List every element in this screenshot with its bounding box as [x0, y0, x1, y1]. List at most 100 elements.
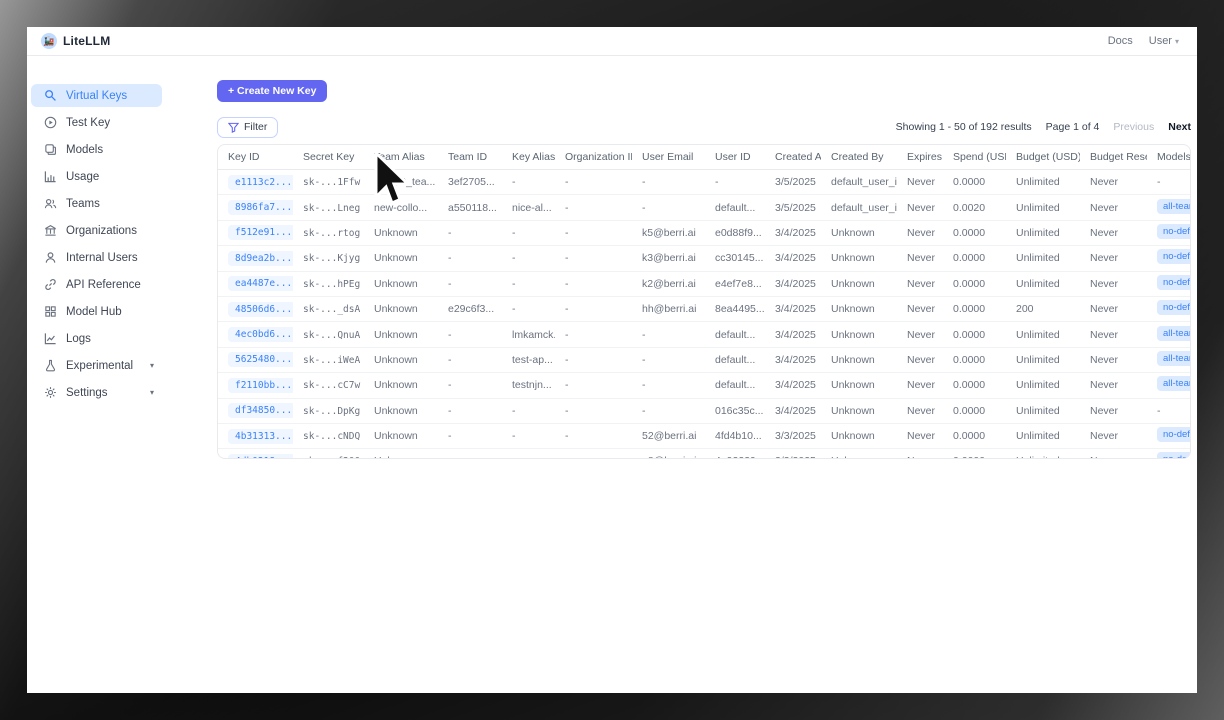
pagination: Showing 1 - 50 of 192 results Page 1 of …: [896, 121, 1191, 133]
cell-user_email: k2@berri.ai: [632, 271, 705, 297]
filter-button[interactable]: Filter: [217, 116, 279, 138]
cell-models: all-team-m: [1147, 194, 1190, 221]
cell-team_id: -: [438, 245, 502, 272]
cell-user_email: -: [632, 347, 705, 374]
pagination-previous-button[interactable]: Previous: [1113, 121, 1155, 133]
column-header-team_id: Team ID: [438, 145, 502, 170]
table-header-row: Key ID Secret Key Team Alias Team ID Key Ali…: [218, 145, 1190, 170]
cell-expires: Never: [897, 448, 943, 458]
table-row[interactable]: f512e91... sk-...rtog Unknown - - - k5@berri.a…: [218, 220, 1190, 247]
key-id-pill[interactable]: e1113c2...: [228, 174, 293, 190]
key-id-pill[interactable]: 8d9ea2b...: [228, 250, 293, 266]
cell-user_email: -: [632, 372, 705, 399]
brand[interactable]: 🚂 LiteLLM: [41, 33, 110, 49]
cell-secret_key: sk-...iWeA: [293, 347, 364, 374]
table-row[interactable]: 48506d6... sk-..._dsA Unknown e29c6f3... - - h…: [218, 296, 1190, 323]
user-menu[interactable]: User ▾: [1149, 35, 1179, 47]
sidebar-item-teams[interactable]: Teams: [31, 192, 162, 215]
cell-expires: Never: [897, 194, 943, 221]
sidebar-item-virtual-keys[interactable]: Virtual Keys: [31, 84, 162, 107]
table-row[interactable]: e1113c2... sk-...1Ffw budget_tea... 3ef2705…: [218, 169, 1190, 196]
sidebar-item-usage[interactable]: Usage: [31, 165, 162, 188]
column-header-user_email: User Email: [632, 145, 705, 170]
cell-created_by: Unknown: [821, 448, 897, 458]
column-header-models: Models: [1147, 145, 1190, 170]
key-id-pill[interactable]: 48506d6...: [228, 301, 293, 317]
cell-created_by: Unknown: [821, 423, 897, 450]
models-badge: all-team-m: [1157, 325, 1190, 341]
key-id-pill[interactable]: df34850...: [228, 403, 293, 419]
table-row[interactable]: 5625480... sk-...iWeA Unknown - test-ap... - -…: [218, 347, 1190, 374]
key-id-pill[interactable]: ea4487e...: [228, 276, 293, 292]
sidebar-item-logs[interactable]: Logs: [31, 327, 162, 350]
cell-created_at: 3/4/2025: [765, 296, 821, 323]
secret-key-value: sk-..._dsA: [303, 304, 361, 316]
column-header-budget_usd: Budget (USD): [1006, 145, 1080, 170]
create-new-key-button[interactable]: + Create New Key: [217, 80, 328, 102]
secret-key-value: sk-...iWeA: [303, 354, 361, 366]
cell-budget_usd: Unlimited: [1006, 220, 1080, 247]
cell-secret_key: sk-...hPEg: [293, 271, 364, 297]
table-row[interactable]: 4db0218...sk-...f300Unknown---n8@berri.a…: [218, 448, 1190, 458]
key-id-pill[interactable]: 4db0218...: [228, 453, 293, 458]
cell-team_id: -: [438, 372, 502, 399]
cell-key_alias: nice-al...: [502, 194, 555, 221]
cell-budget_usd: Unlimited: [1006, 372, 1080, 399]
sidebar-item-models[interactable]: Models: [31, 138, 162, 161]
sidebar-item-settings[interactable]: Settings ▾: [31, 381, 162, 404]
cell-expires: Never: [897, 271, 943, 297]
secret-key-value: sk-...Lneg: [303, 202, 361, 214]
column-header-key_id: Key ID: [218, 145, 293, 170]
table-row[interactable]: 4b31313... sk-...cNDQ Unknown - - -52@berri.a…: [218, 423, 1190, 450]
play-circle-icon: [43, 116, 57, 130]
sidebar-item-label: API Reference: [66, 278, 141, 291]
cell-key_alias: -: [502, 245, 555, 272]
sidebar-item-test-key[interactable]: Test Key: [31, 111, 162, 134]
models-badge: no-default: [1157, 274, 1190, 290]
sidebar-item-internal-users[interactable]: Internal Users: [31, 246, 162, 269]
secret-key-value: sk-...1Ffw: [303, 177, 361, 189]
bank-icon: [43, 224, 57, 238]
key-id-pill[interactable]: 8986fa7...: [228, 200, 293, 216]
sidebar-item-api-reference[interactable]: API Reference: [31, 273, 162, 296]
user-icon: [43, 251, 57, 265]
pagination-next-button[interactable]: Next: [1168, 121, 1191, 133]
keys-table-card: Key ID Secret Key Team Alias Team ID Key Ali…: [217, 144, 1191, 459]
key-id-pill[interactable]: f512e91...: [228, 225, 293, 241]
cell-models: no-default: [1147, 296, 1190, 323]
table-row[interactable]: ea4487e... sk-...hPEg Unknown - - - k2@berri.a…: [218, 271, 1190, 297]
table-row[interactable]: 8986fa7... sk-...Lneg new-collo... a550118.…: [218, 194, 1190, 221]
key-id-pill[interactable]: 4ec0bd6...: [228, 327, 293, 343]
grid-icon: [43, 305, 57, 319]
sidebar-item-experimental[interactable]: Experimental ▾: [31, 354, 162, 377]
secret-key-value: sk-...DpKg: [303, 405, 361, 417]
cell-organization_id: -: [555, 245, 632, 272]
sidebar-item-label: Test Key: [66, 116, 111, 129]
flask-icon: [43, 359, 57, 373]
docs-link[interactable]: Docs: [1107, 35, 1133, 47]
sidebar-item-label: Usage: [66, 170, 100, 183]
sidebar-item-model-hub[interactable]: Model Hub: [31, 300, 162, 323]
filter-button-label: Filter: [244, 121, 268, 133]
table-row[interactable]: 4ec0bd6...sk-...QnuAUnknown-lmkamck...--…: [218, 321, 1190, 348]
table-row[interactable]: f2110bb... sk-...cC7w Unknown - testnjn... - -…: [218, 372, 1190, 399]
column-header-team_alias: Team Alias: [364, 145, 438, 170]
cell-organization_id: -: [555, 398, 632, 424]
key-id-pill[interactable]: 5625480...: [228, 352, 293, 368]
cell-user_email: hh@berri.ai: [632, 296, 705, 323]
cell-budget_usd: Unlimited: [1006, 398, 1080, 424]
table-row[interactable]: df34850... sk-...DpKg Unknown - - - -016c35c..…: [218, 398, 1190, 424]
column-header-organization_id: Organization ID: [555, 145, 632, 170]
line-chart-icon: [43, 332, 57, 346]
key-id-pill[interactable]: 4b31313...: [228, 428, 293, 444]
key-id-pill[interactable]: f2110bb...: [228, 377, 293, 393]
cell-user_id: default...: [705, 194, 765, 221]
cell-spend_usd: 0.0000: [943, 220, 1006, 247]
cell-organization_id: -: [555, 220, 632, 247]
cell-spend_usd: 0.0020: [943, 194, 1006, 221]
cell-created_at: 3/3/2025: [765, 448, 821, 458]
cell-key_id: df34850...: [218, 398, 293, 424]
sidebar-item-organizations[interactable]: Organizations: [31, 219, 162, 242]
table-row[interactable]: 8d9ea2b... sk-...Kjyg Unknown - - - k3@berri.a…: [218, 245, 1190, 272]
